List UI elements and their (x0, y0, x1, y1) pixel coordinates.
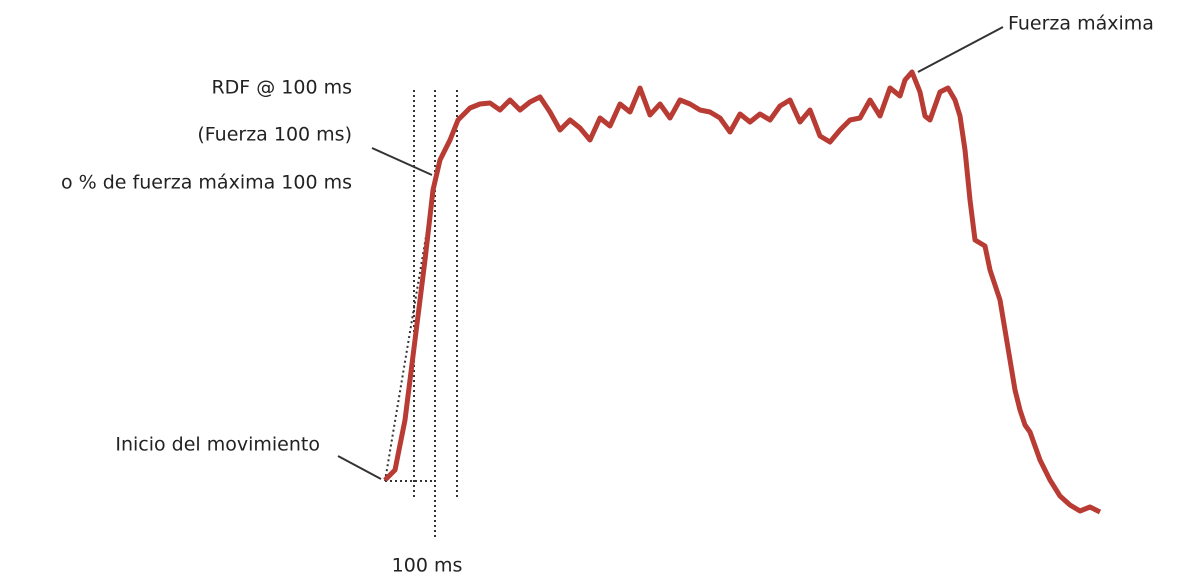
onset-label: Inicio del movimiento (115, 434, 320, 456)
rfd-label: o % de fuerza máxima 100 ms (61, 172, 352, 194)
rfd-label: RDF @ 100 ms (211, 77, 352, 99)
time-window-label: 100 ms (392, 555, 463, 577)
peak-force-label: Fuerza máxima (1008, 13, 1154, 35)
rfd-label: (Fuerza 100 ms) (197, 124, 352, 146)
onset-pointer (337, 455, 382, 480)
rfd-pointer (371, 147, 433, 176)
peak-pointer (917, 26, 1004, 73)
force-curve (383, 69, 1102, 515)
slope-line (384, 164, 439, 482)
